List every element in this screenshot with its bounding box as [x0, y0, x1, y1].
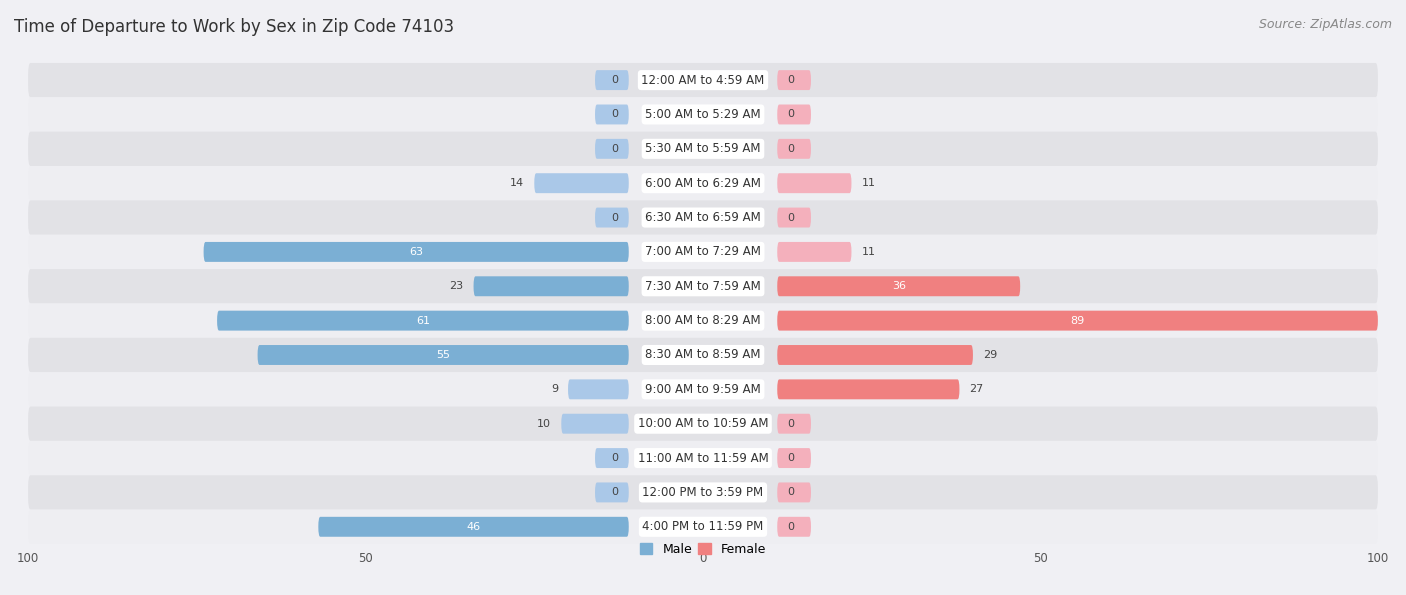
- Text: 11: 11: [862, 247, 876, 257]
- Text: 5:30 AM to 5:59 AM: 5:30 AM to 5:59 AM: [645, 142, 761, 155]
- FancyBboxPatch shape: [204, 242, 628, 262]
- Text: 89: 89: [1070, 315, 1084, 325]
- FancyBboxPatch shape: [28, 441, 1378, 475]
- Text: 36: 36: [891, 281, 905, 292]
- Legend: Male, Female: Male, Female: [636, 538, 770, 560]
- Text: 23: 23: [450, 281, 464, 292]
- Text: 10:00 AM to 10:59 AM: 10:00 AM to 10:59 AM: [638, 417, 768, 430]
- Text: 0: 0: [787, 212, 794, 223]
- Text: 4:00 PM to 11:59 PM: 4:00 PM to 11:59 PM: [643, 520, 763, 533]
- Text: 6:30 AM to 6:59 AM: 6:30 AM to 6:59 AM: [645, 211, 761, 224]
- Text: 7:00 AM to 7:29 AM: 7:00 AM to 7:29 AM: [645, 245, 761, 258]
- FancyBboxPatch shape: [28, 475, 1378, 509]
- FancyBboxPatch shape: [217, 311, 628, 331]
- Text: 0: 0: [612, 75, 619, 85]
- Text: Time of Departure to Work by Sex in Zip Code 74103: Time of Departure to Work by Sex in Zip …: [14, 18, 454, 36]
- FancyBboxPatch shape: [28, 372, 1378, 406]
- FancyBboxPatch shape: [778, 517, 811, 537]
- FancyBboxPatch shape: [778, 173, 852, 193]
- FancyBboxPatch shape: [28, 201, 1378, 235]
- FancyBboxPatch shape: [595, 448, 628, 468]
- FancyBboxPatch shape: [28, 303, 1378, 338]
- FancyBboxPatch shape: [778, 414, 811, 434]
- Text: 8:30 AM to 8:59 AM: 8:30 AM to 8:59 AM: [645, 349, 761, 362]
- FancyBboxPatch shape: [595, 139, 628, 159]
- Text: 63: 63: [409, 247, 423, 257]
- FancyBboxPatch shape: [778, 345, 973, 365]
- FancyBboxPatch shape: [257, 345, 628, 365]
- FancyBboxPatch shape: [28, 98, 1378, 131]
- FancyBboxPatch shape: [28, 338, 1378, 372]
- FancyBboxPatch shape: [778, 139, 811, 159]
- Text: 7:30 AM to 7:59 AM: 7:30 AM to 7:59 AM: [645, 280, 761, 293]
- Text: 9: 9: [551, 384, 558, 394]
- Text: 0: 0: [612, 109, 619, 120]
- FancyBboxPatch shape: [28, 131, 1378, 166]
- FancyBboxPatch shape: [778, 242, 852, 262]
- Text: 0: 0: [612, 212, 619, 223]
- Text: 55: 55: [436, 350, 450, 360]
- Text: 12:00 PM to 3:59 PM: 12:00 PM to 3:59 PM: [643, 486, 763, 499]
- Text: 0: 0: [787, 109, 794, 120]
- FancyBboxPatch shape: [28, 166, 1378, 201]
- FancyBboxPatch shape: [568, 380, 628, 399]
- FancyBboxPatch shape: [28, 235, 1378, 269]
- Text: 11: 11: [862, 178, 876, 188]
- Text: 0: 0: [612, 144, 619, 154]
- Text: 6:00 AM to 6:29 AM: 6:00 AM to 6:29 AM: [645, 177, 761, 190]
- FancyBboxPatch shape: [534, 173, 628, 193]
- Text: 5:00 AM to 5:29 AM: 5:00 AM to 5:29 AM: [645, 108, 761, 121]
- Text: 0: 0: [787, 522, 794, 532]
- Text: 0: 0: [787, 75, 794, 85]
- FancyBboxPatch shape: [595, 105, 628, 124]
- Text: Source: ZipAtlas.com: Source: ZipAtlas.com: [1258, 18, 1392, 31]
- FancyBboxPatch shape: [318, 517, 628, 537]
- FancyBboxPatch shape: [778, 70, 811, 90]
- FancyBboxPatch shape: [778, 311, 1378, 331]
- FancyBboxPatch shape: [474, 276, 628, 296]
- FancyBboxPatch shape: [778, 448, 811, 468]
- FancyBboxPatch shape: [28, 63, 1378, 98]
- Text: 0: 0: [787, 419, 794, 429]
- Text: 29: 29: [983, 350, 997, 360]
- Text: 0: 0: [612, 487, 619, 497]
- Text: 61: 61: [416, 315, 430, 325]
- FancyBboxPatch shape: [28, 269, 1378, 303]
- Text: 0: 0: [787, 487, 794, 497]
- FancyBboxPatch shape: [561, 414, 628, 434]
- Text: 12:00 AM to 4:59 AM: 12:00 AM to 4:59 AM: [641, 74, 765, 87]
- FancyBboxPatch shape: [595, 70, 628, 90]
- FancyBboxPatch shape: [778, 483, 811, 502]
- FancyBboxPatch shape: [28, 406, 1378, 441]
- Text: 9:00 AM to 9:59 AM: 9:00 AM to 9:59 AM: [645, 383, 761, 396]
- FancyBboxPatch shape: [778, 105, 811, 124]
- Text: 8:00 AM to 8:29 AM: 8:00 AM to 8:29 AM: [645, 314, 761, 327]
- Text: 0: 0: [787, 144, 794, 154]
- Text: 0: 0: [612, 453, 619, 463]
- Text: 10: 10: [537, 419, 551, 429]
- FancyBboxPatch shape: [28, 509, 1378, 544]
- FancyBboxPatch shape: [595, 208, 628, 227]
- Text: 14: 14: [510, 178, 524, 188]
- FancyBboxPatch shape: [778, 276, 1021, 296]
- FancyBboxPatch shape: [778, 380, 959, 399]
- Text: 11:00 AM to 11:59 AM: 11:00 AM to 11:59 AM: [638, 452, 768, 465]
- FancyBboxPatch shape: [595, 483, 628, 502]
- Text: 27: 27: [970, 384, 984, 394]
- Text: 46: 46: [467, 522, 481, 532]
- Text: 0: 0: [787, 453, 794, 463]
- FancyBboxPatch shape: [778, 208, 811, 227]
